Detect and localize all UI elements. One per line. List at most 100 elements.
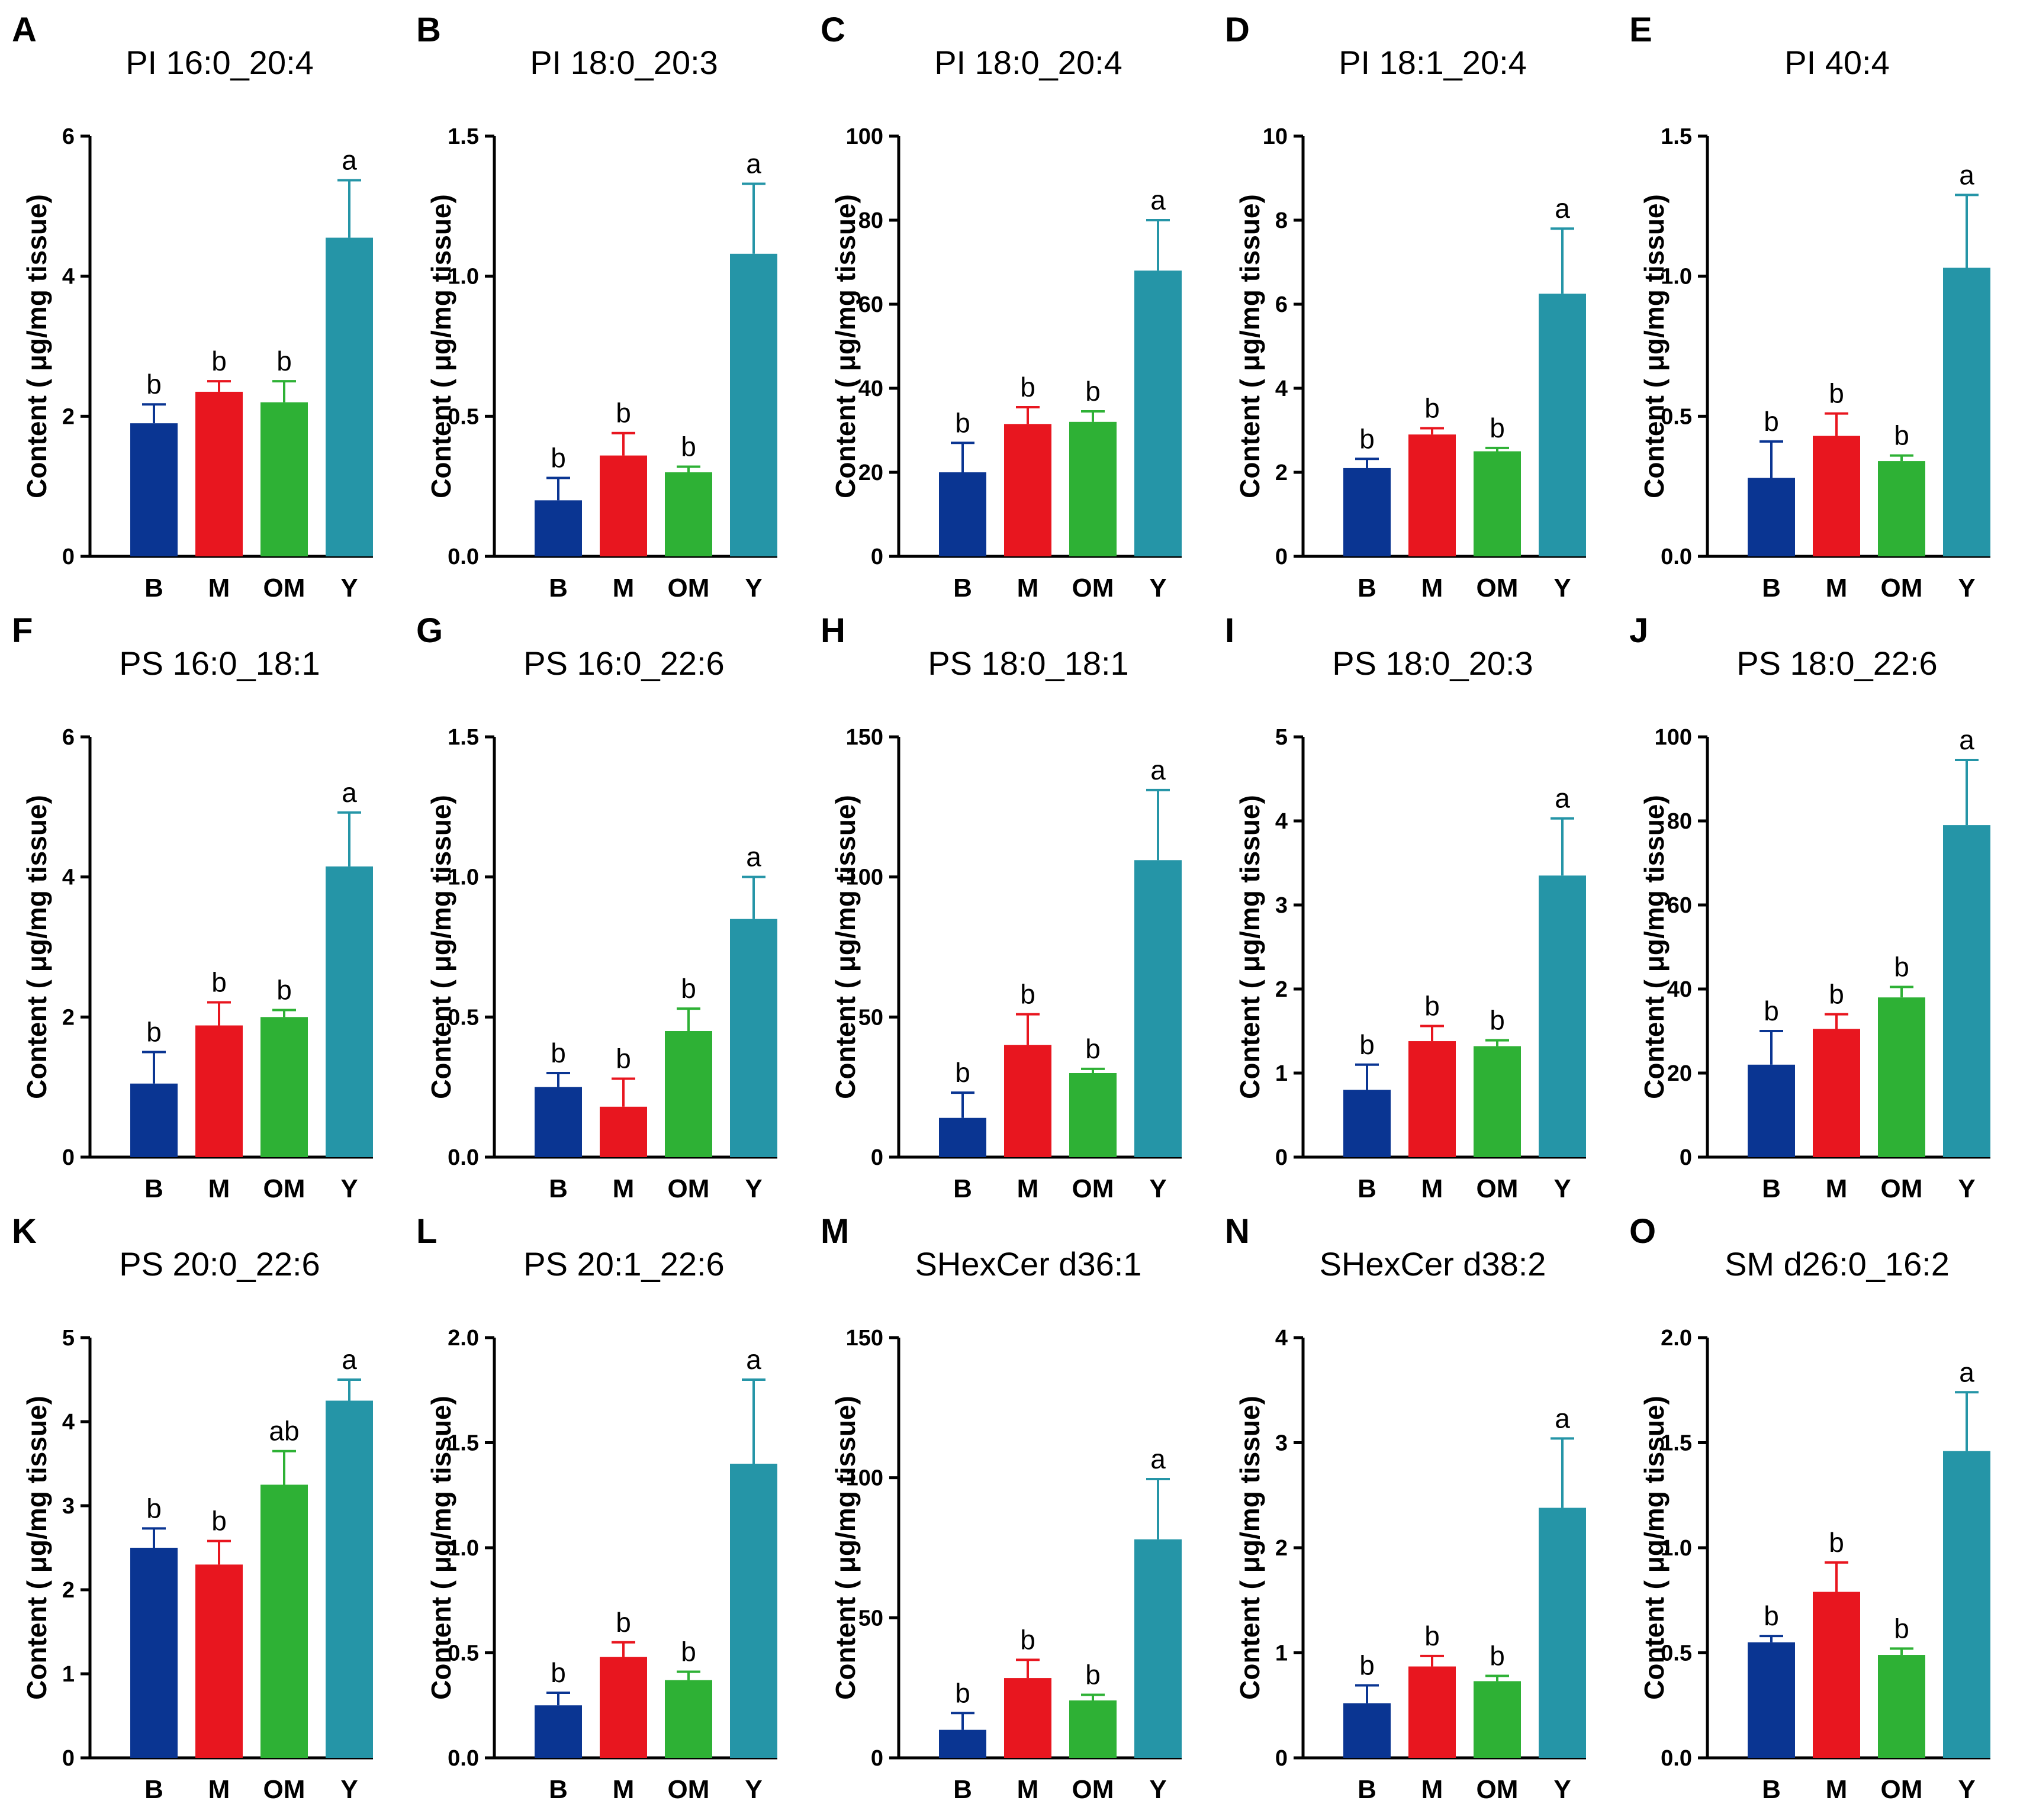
y-tick-label: 0.5 [448,404,479,429]
significance-label: b [955,407,970,438]
panel-h: H PS 18:0_18:1 Content ( μg/mg tissue) 0 50 1… [821,611,1182,1203]
bar-b [939,1729,986,1758]
y-tick-label: 0 [62,1746,75,1771]
y-tick-label: 0 [871,545,883,569]
panel-i: I PS 18:0_20:3 Content ( μg/mg tissue) 0 1 2 3… [1225,611,1586,1203]
x-tick-label: Y [745,1775,762,1804]
bar-y [730,253,777,556]
x-tick-label: M [613,1174,635,1203]
y-tick-label: 80 [1667,809,1692,834]
significance-label: b [146,1493,162,1523]
y-tick-label: 50 [858,1606,883,1631]
panel-o: O SM d26:0_16:2 Content ( μg/mg tissue) 0.0… [1629,1212,1990,1804]
panel-letter: C [821,11,845,49]
x-tick-label: B [953,1775,972,1804]
panel-title: PS 20:0_22:6 [119,1245,320,1283]
bar-b [535,500,582,556]
x-tick-label: M [613,574,635,603]
y-tick-label: 100 [846,124,883,149]
bar-m [600,1106,647,1157]
y-tick-label: 0 [1275,1746,1288,1771]
x-tick-label: B [1358,1174,1376,1203]
x-tick-label: Y [1958,1775,1975,1804]
significance-label: b [1085,376,1101,407]
panel-title: PS 18:0_20:3 [1332,645,1533,682]
y-tick-label: 0 [1680,1145,1692,1170]
significance-label: b [1359,1029,1375,1060]
y-tick-label: 0.5 [448,1641,479,1666]
x-tick-label: Y [340,1174,358,1203]
significance-label: b [211,1506,227,1536]
significance-label: a [342,777,357,808]
y-tick-label: 1.0 [1661,265,1692,289]
significance-label: b [1359,423,1375,454]
bar-om [1878,1655,1925,1758]
bar-m [600,455,647,556]
significance-label: b [1490,1005,1505,1036]
significance-label: b [146,1017,162,1048]
y-tick-label: 0.5 [1661,1641,1692,1666]
x-tick-label: M [1017,1174,1039,1203]
x-tick-label: M [208,574,230,603]
panel-title: PI 18:1_20:4 [1339,44,1527,81]
y-tick-label: 1.5 [448,1431,479,1456]
panel-g: G PS 16:0_22:6 Content ( μg/mg tissue) 0.0 0… [416,611,777,1203]
bar-b [939,472,986,556]
x-tick-label: B [144,574,163,603]
x-tick-label: M [1826,574,1848,603]
y-tick-label: 1.0 [448,1536,479,1561]
y-tick-label: 60 [858,292,883,317]
significance-label: a [1150,185,1166,215]
x-tick-label: Y [1149,1174,1166,1203]
x-tick-label: OM [1477,1174,1519,1203]
x-tick-label: B [1358,574,1376,603]
panel-c: C PI 18:0_20:4 Content ( μg/mg tissue) 0 20 4… [821,11,1182,603]
bar-om [1069,1073,1117,1157]
y-tick-label: 0.0 [1661,545,1692,569]
significance-label: b [276,975,292,1006]
x-tick-label: OM [1477,1775,1519,1804]
bar-y [730,1464,777,1758]
significance-label: a [1959,1357,1974,1387]
significance-label: b [1424,990,1440,1021]
y-tick-label: 3 [1275,893,1288,918]
bar-y [1943,825,1990,1157]
x-tick-label: M [208,1775,230,1804]
y-tick-label: 4 [1275,1326,1288,1351]
bar-om [260,402,308,556]
x-tick-label: M [1017,574,1039,603]
panel-title: SHexCer d36:1 [915,1245,1142,1283]
significance-label: b [1829,979,1844,1010]
x-tick-label: M [1421,574,1443,603]
significance-label: b [211,346,227,376]
x-tick-label: M [1421,1174,1443,1203]
x-tick-label: OM [263,1775,305,1804]
bar-y [326,866,373,1157]
panel-m: M SHexCer d36:1 Content ( μg/mg tissue) 0 50… [821,1212,1182,1804]
bar-m [1813,1592,1860,1758]
significance-label: b [681,431,696,462]
x-tick-label: OM [1072,574,1114,603]
panel-letter: L [416,1212,437,1251]
significance-label: b [1020,1624,1035,1655]
panel-a: A PI 16:0_20:4 Content ( μg/mg tissue) 0 2 4 6… [12,11,373,603]
x-tick-label: OM [1881,574,1923,603]
significance-label: a [1555,1403,1570,1434]
y-tick-label: 4 [1275,809,1288,834]
y-tick-label: 4 [1275,376,1288,401]
panel-j: J PS 18:0_22:6 Content ( μg/mg tissue) 0 20 4… [1629,611,1990,1203]
y-tick-label: 6 [1275,292,1288,317]
x-tick-label: M [1826,1174,1848,1203]
significance-label: b [276,346,292,376]
bar-y [326,1400,373,1758]
y-tick-label: 4 [62,1410,75,1435]
x-tick-label: OM [1881,1775,1923,1804]
significance-label: a [1555,783,1570,814]
significance-label: b [551,1657,566,1688]
panel-k: K PS 20:0_22:6 Content ( μg/mg tissue) 0 1 2 3… [12,1212,373,1804]
panel-letter: N [1225,1212,1250,1251]
bar-om [665,1680,712,1758]
y-axis-label: Content ( μg/mg tissue) [1639,795,1670,1099]
panel-d: D PI 18:1_20:4 Content ( μg/mg tissue) 0 2 4 6… [1225,11,1586,603]
